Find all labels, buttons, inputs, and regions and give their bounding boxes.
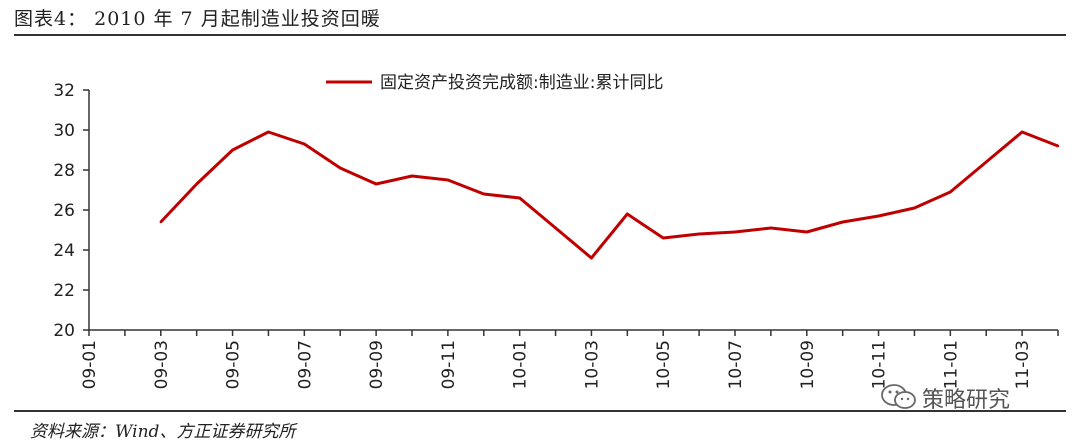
data-point <box>877 214 880 218</box>
x-tick-label: 11-03 <box>1013 340 1033 389</box>
y-tick-label: 22 <box>53 281 75 301</box>
x-tick-label: 10-07 <box>726 340 746 389</box>
data-point <box>733 230 737 234</box>
data-point <box>482 192 485 196</box>
x-tick-label: 10-09 <box>798 340 818 389</box>
data-point <box>339 166 342 170</box>
x-tick-label: 11-01 <box>941 340 961 389</box>
data-point <box>913 206 916 210</box>
data-point <box>554 226 557 230</box>
x-tick-label: 09-09 <box>367 340 387 389</box>
wechat-icon <box>881 384 916 409</box>
y-tick-label: 28 <box>53 161 75 181</box>
y-tick-label: 24 <box>53 241 75 261</box>
data-point <box>303 142 306 146</box>
source-note: 资料来源：Wind、方正证券研究所 <box>30 422 296 442</box>
data-point <box>410 174 414 178</box>
data-point <box>518 196 521 200</box>
data-point <box>697 232 701 236</box>
legend-label: 固定资产投资完成额:制造业:累计同比 <box>380 73 663 93</box>
data-point <box>267 130 270 134</box>
data-point <box>195 182 198 186</box>
series-line <box>159 130 1059 260</box>
data-point <box>374 182 378 186</box>
bottom-divider <box>14 410 1066 412</box>
y-tick-label: 32 <box>53 81 75 101</box>
data-point <box>1020 130 1024 134</box>
data-point <box>662 236 665 240</box>
data-point <box>231 148 234 152</box>
series-layer <box>159 130 1060 260</box>
watermark: 策略研究 <box>880 382 1060 416</box>
data-point <box>159 220 162 224</box>
axes: 20 22 24 26 28 30 32 09-01 09-03 09-05 09-07 09-09 0… <box>53 81 1059 389</box>
data-point <box>590 256 593 260</box>
x-tick-label: 09-07 <box>295 340 315 389</box>
data-point <box>769 226 773 230</box>
data-point <box>1056 144 1060 148</box>
data-point <box>446 178 450 182</box>
y-tick-label: 20 <box>53 321 75 341</box>
data-point <box>949 190 952 194</box>
y-tick-label: 26 <box>53 201 75 221</box>
x-tick-label: 10-11 <box>870 340 890 389</box>
x-tick-label: 09-03 <box>152 340 172 389</box>
data-point <box>805 230 808 234</box>
x-tick-label: 09-05 <box>224 340 244 389</box>
x-tick-label: 10-05 <box>654 340 674 389</box>
x-tick-label: 10-01 <box>511 340 531 389</box>
legend: 固定资产投资完成额:制造业:累计同比 <box>326 73 663 93</box>
y-tick-label: 30 <box>53 121 75 141</box>
data-point <box>626 212 629 216</box>
data-point <box>841 220 844 224</box>
data-point <box>985 160 988 164</box>
top-divider <box>14 34 1066 36</box>
x-tick-label: 09-11 <box>439 340 459 389</box>
x-tick-label: 10-03 <box>582 340 602 389</box>
watermark-text: 策略研究 <box>922 388 1011 413</box>
x-tick-label: 09-01 <box>80 340 100 389</box>
figure-title: 图表4： 2010 年 7 月起制造业投资回暖 <box>14 8 381 30</box>
